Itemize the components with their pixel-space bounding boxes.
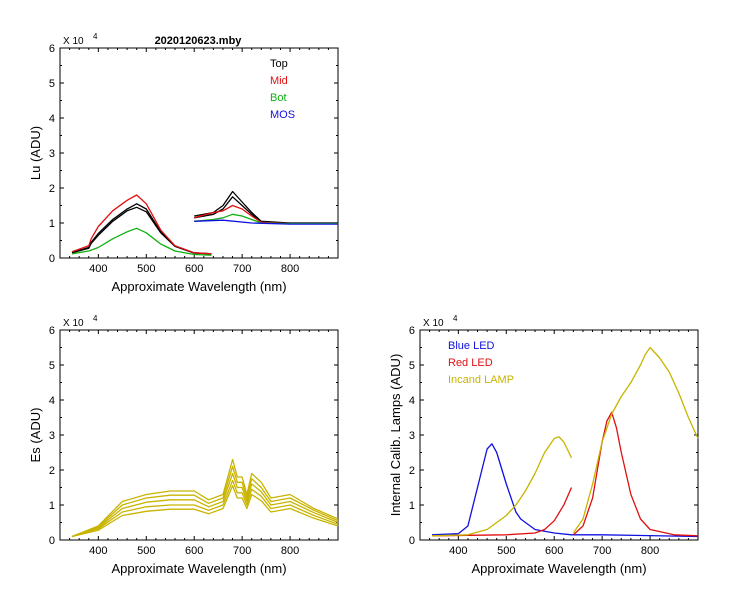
es-series-es-1: [71, 458, 339, 538]
lamps-multiplier-exp: 4: [453, 314, 458, 323]
lu-multiplier: X 10: [63, 36, 84, 47]
lu-multiplier-exp: 4: [93, 32, 98, 41]
es-ytick-label: 6: [49, 325, 55, 337]
es-ytick-label: 5: [49, 360, 55, 372]
es-xtick-label: 400: [89, 545, 107, 557]
lu-ytick-label: 3: [49, 148, 55, 160]
lamps-ytick-label: 5: [409, 360, 415, 372]
es-ytick-label: 3: [49, 430, 55, 442]
lu-legend-bot: Bot: [270, 92, 287, 104]
lamps-legend-blue-led: Blue LED: [448, 340, 495, 352]
es-ytick-label: 2: [49, 465, 55, 477]
es-ytick-label: 0: [49, 535, 55, 547]
lu-legend-mid: Mid: [270, 75, 288, 87]
lamps-ytick-label: 3: [409, 430, 415, 442]
lamps-xtick-label: 600: [545, 545, 563, 557]
lamps-xtick-label: 400: [449, 545, 467, 557]
lu-ylabel: Lu (ADU): [28, 126, 43, 180]
lamps-series-blue-led: [431, 443, 699, 538]
lu-series-top-r1: [194, 190, 338, 224]
lu-series-bot: [71, 227, 212, 256]
lu-xtick-label: 700: [233, 263, 251, 275]
es-xlabel: Approximate Wavelength (nm): [111, 561, 286, 576]
lu-ytick-label: 1: [49, 218, 55, 230]
lu-legend-top: Top: [270, 58, 288, 70]
lamps-xlabel: Approximate Wavelength (nm): [471, 561, 646, 576]
lamps-xtick-label: 700: [593, 545, 611, 557]
es-xtick-label: 600: [185, 545, 203, 557]
lu-xlabel: Approximate Wavelength (nm): [111, 279, 286, 294]
lu-series-mid: [71, 194, 212, 255]
lu-ytick-label: 2: [49, 183, 55, 195]
es-series-es-2: [71, 465, 339, 538]
lu-xtick-label: 600: [185, 263, 203, 275]
lu-ytick-label: 4: [49, 113, 55, 125]
lu-xtick-label: 400: [89, 263, 107, 275]
es-multiplier: X 10: [63, 318, 84, 329]
es-xtick-label: 800: [281, 545, 299, 557]
lu-ytick-label: 5: [49, 78, 55, 90]
es-xtick-label: 700: [233, 545, 251, 557]
lamps-xtick-label: 800: [641, 545, 659, 557]
lamps-ytick-label: 2: [409, 465, 415, 477]
lamps-multiplier: X 10: [423, 318, 444, 329]
lamps-ytick-label: 0: [409, 535, 415, 547]
lu-legend-mos: MOS: [270, 109, 295, 121]
lu-series-mos-r: [194, 219, 338, 225]
lamps-series-incand-lamp-r: [572, 346, 699, 534]
lu-xtick-label: 800: [281, 263, 299, 275]
lamps-ytick-label: 6: [409, 325, 415, 337]
lu-series-top-a: [71, 203, 212, 255]
lamps-xtick-label: 500: [497, 545, 515, 557]
lamps-legend-red-led: Red LED: [448, 357, 493, 369]
es-multiplier-exp: 4: [93, 314, 98, 323]
lamps-ylabel: Internal Calib. Lamps (ADU): [388, 354, 403, 517]
lu-ytick-label: 0: [49, 253, 55, 265]
es-ytick-label: 1: [49, 500, 55, 512]
lu-xtick-label: 500: [137, 263, 155, 275]
lamps-series-red-led-r: [572, 411, 699, 537]
lamps-ytick-label: 4: [409, 395, 415, 407]
lu-ytick-label: 6: [49, 43, 55, 55]
es-series-es-4: [71, 479, 339, 538]
lamps-ytick-label: 1: [409, 500, 415, 512]
es-ylabel: Es (ADU): [28, 408, 43, 463]
es-series-es-3: [71, 472, 339, 538]
lu-plot-frame: [59, 47, 339, 259]
lamps-series-red-led-l: [431, 487, 573, 537]
es-plot-frame: [59, 329, 339, 541]
es-series-es-5: [71, 485, 339, 538]
lamps-legend-incand-lamp: Incand LAMP: [448, 374, 514, 386]
es-xtick-label: 500: [137, 545, 155, 557]
lamps-series-incand-lamp-l: [431, 436, 573, 537]
figure-title: 2020120623.mby: [155, 35, 243, 47]
es-ytick-label: 4: [49, 395, 55, 407]
